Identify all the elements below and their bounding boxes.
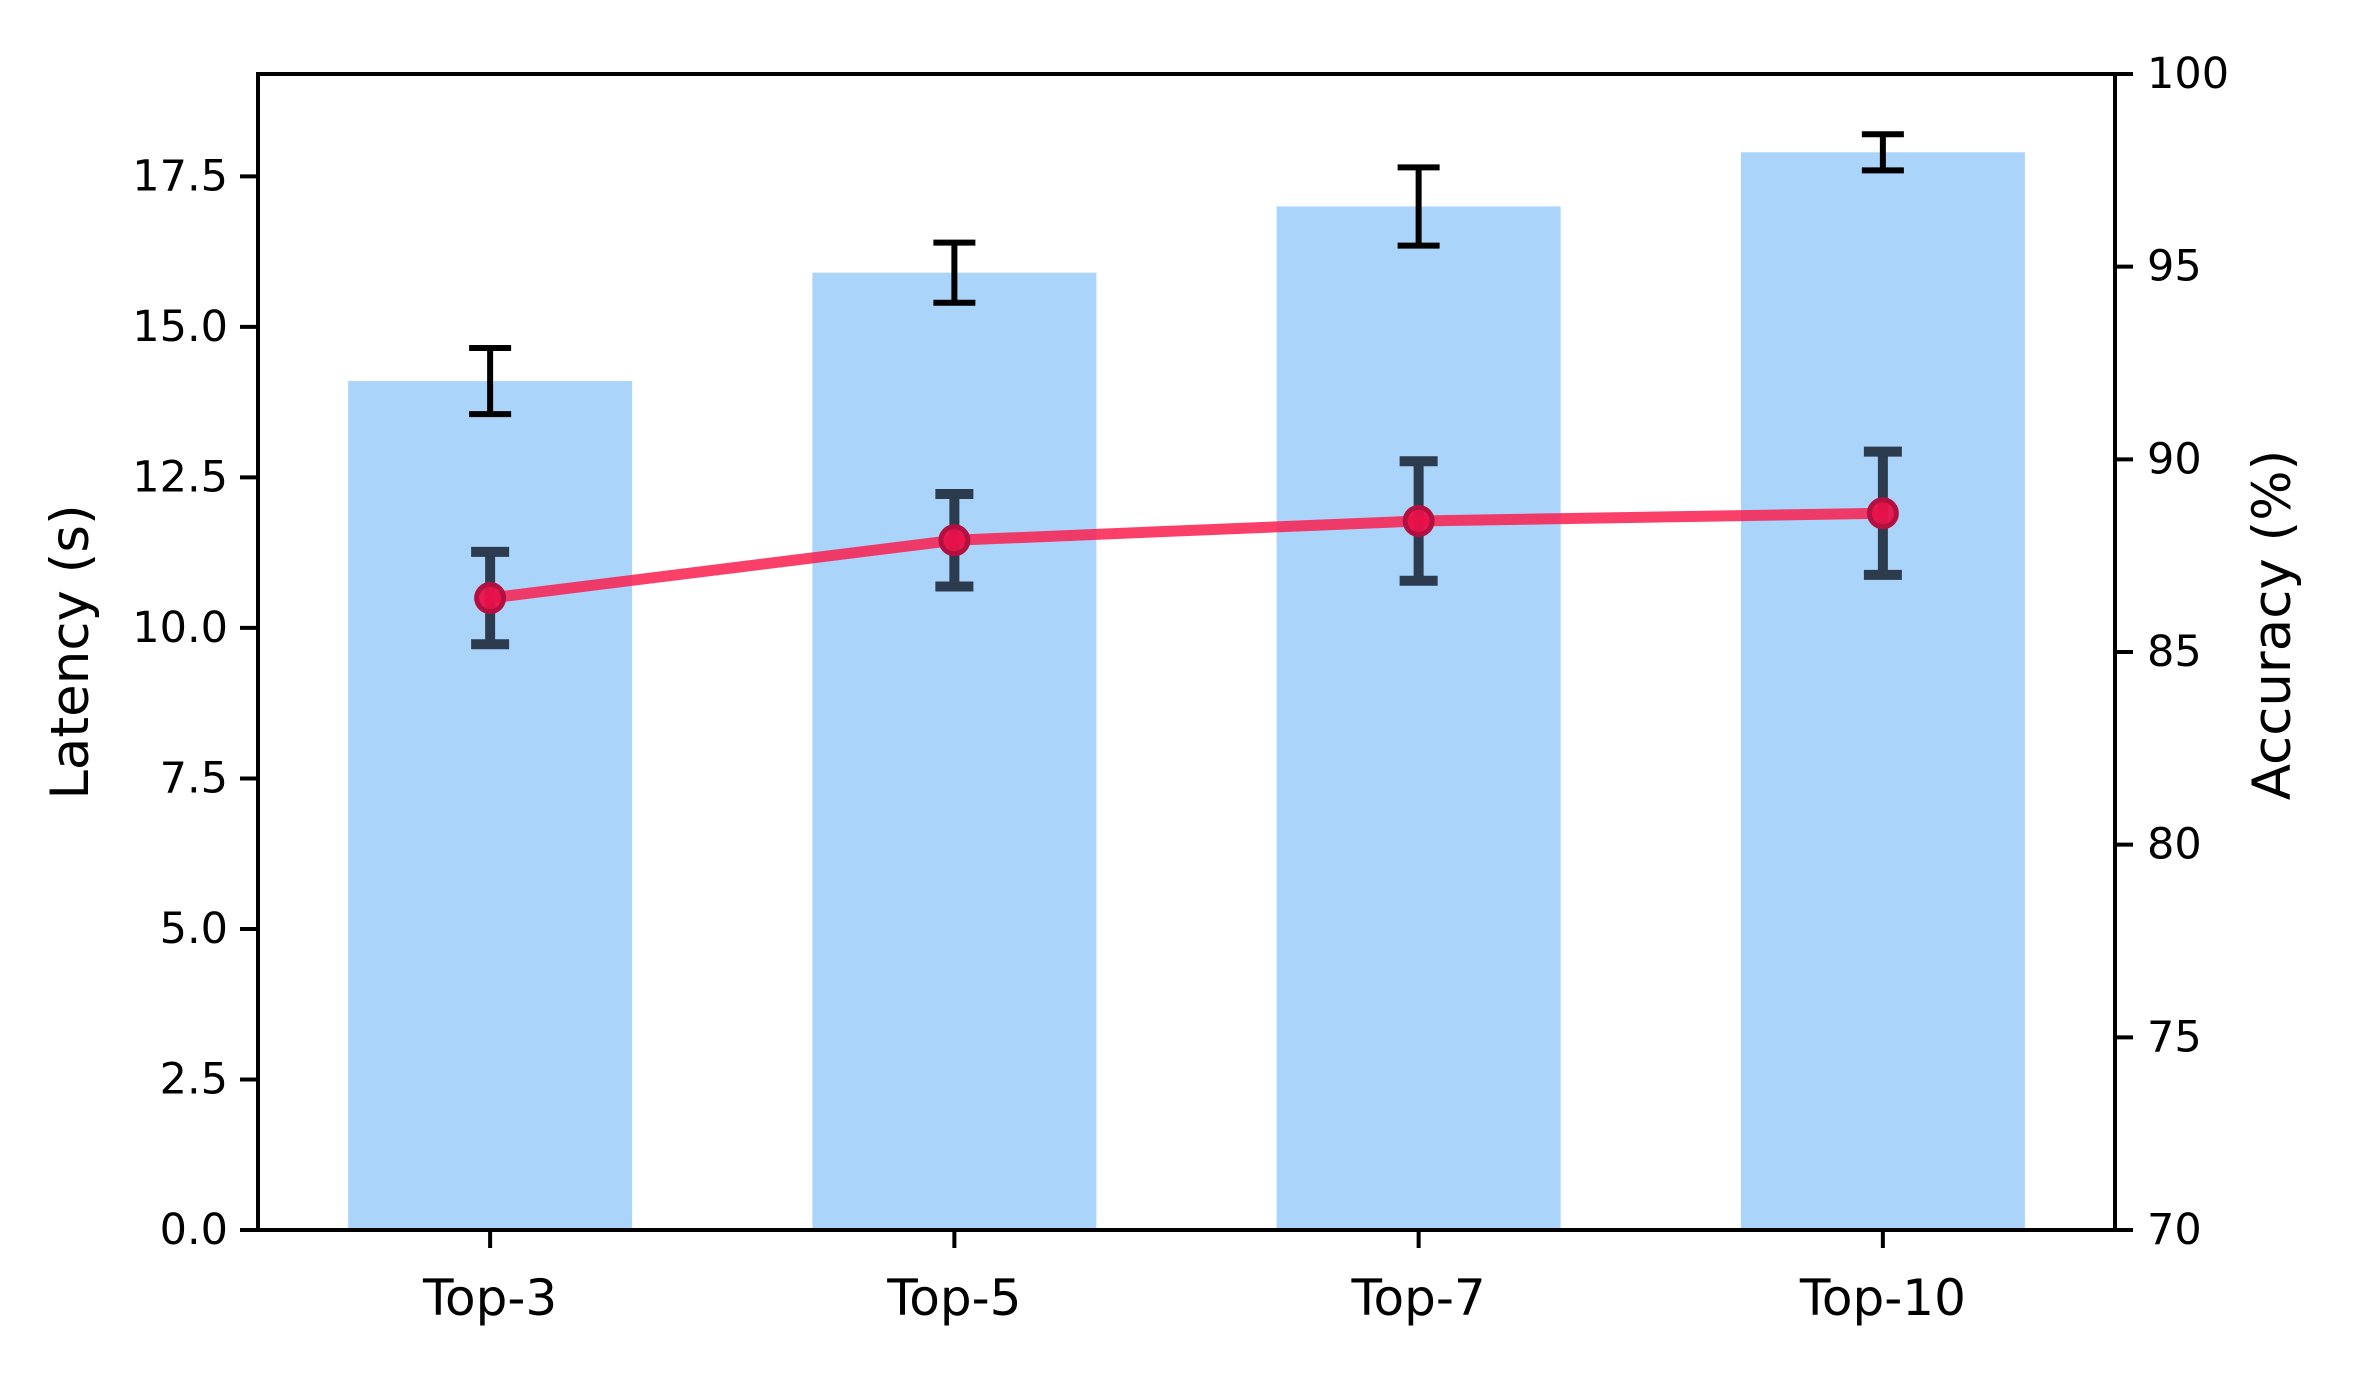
accuracy-point bbox=[1866, 497, 1899, 530]
x-tick-label: Top-7 bbox=[1351, 1269, 1486, 1327]
left-tick-label: 15.0 bbox=[132, 302, 228, 352]
right-tick-label: 100 bbox=[2147, 49, 2229, 99]
line-layer bbox=[471, 446, 1902, 650]
accuracy-point bbox=[938, 524, 971, 557]
right-tick-label: 80 bbox=[2147, 820, 2202, 870]
latency-bar bbox=[348, 381, 633, 1230]
latency-bar bbox=[1740, 152, 2025, 1230]
right-tick-label: 90 bbox=[2147, 434, 2202, 484]
left-tick-label: 5.0 bbox=[160, 904, 228, 954]
left-tick-label: 2.5 bbox=[160, 1054, 228, 1104]
latency-bar bbox=[1276, 206, 1561, 1231]
right-tick-label: 95 bbox=[2147, 242, 2202, 292]
x-tick-label: Top-5 bbox=[886, 1269, 1021, 1327]
right-tick-label: 85 bbox=[2147, 627, 2202, 677]
right-axis-title: Accuracy (%) bbox=[2242, 450, 2303, 801]
x-tick-label: Top-10 bbox=[1799, 1269, 1966, 1327]
left-tick-label: 0.0 bbox=[160, 1205, 228, 1255]
right-tick-label: 70 bbox=[2147, 1205, 2202, 1255]
bars-layer bbox=[348, 152, 2025, 1231]
latency-bar bbox=[812, 272, 1097, 1230]
left-tick-label: 10.0 bbox=[132, 603, 228, 653]
left-tick-label: 17.5 bbox=[132, 151, 228, 201]
ticks-layer: 0.0 2.5 5.0 7.5 10.0 12.5 15.0 17.5 70 75 80 85 90 95… bbox=[132, 49, 2229, 1327]
accuracy-point bbox=[1402, 504, 1435, 537]
right-tick-label: 75 bbox=[2147, 1012, 2202, 1062]
left-axis-title: Latency (s) bbox=[40, 504, 101, 799]
x-tick-label: Top-3 bbox=[422, 1269, 557, 1327]
left-tick-label: 7.5 bbox=[160, 753, 228, 803]
accuracy-point bbox=[474, 582, 507, 615]
accuracy-line bbox=[484, 507, 1889, 604]
left-tick-label: 12.5 bbox=[132, 452, 228, 502]
bar-errors-layer bbox=[469, 131, 1904, 418]
